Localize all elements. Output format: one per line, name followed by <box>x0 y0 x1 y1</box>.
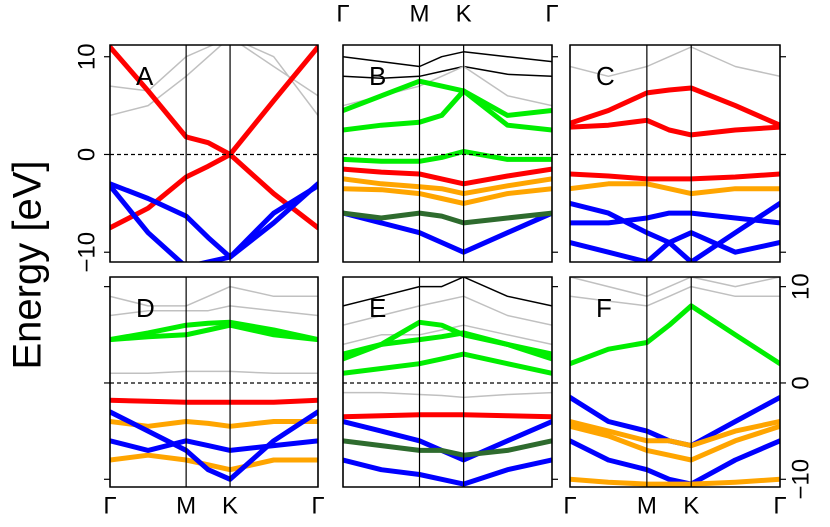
panel <box>343 277 552 487</box>
y-tick-label: −10 <box>73 232 100 273</box>
band-line <box>110 419 318 429</box>
band-line <box>110 183 318 262</box>
band-line <box>343 149 552 164</box>
band-line <box>343 351 552 376</box>
band-line <box>110 397 318 405</box>
band-line <box>343 78 552 118</box>
band-line <box>343 330 552 357</box>
panel <box>110 285 318 482</box>
panel-label: D <box>136 293 155 323</box>
band-line <box>343 391 552 399</box>
band-line <box>110 181 318 260</box>
panel <box>343 51 552 255</box>
band-line <box>343 210 552 255</box>
panel <box>110 45 318 262</box>
band-line <box>343 277 552 307</box>
band-line <box>570 85 780 128</box>
band-line <box>570 117 780 138</box>
band-line <box>110 322 318 343</box>
x-tick-label: Γ <box>563 492 576 519</box>
band-line <box>343 88 552 133</box>
band-line <box>570 210 780 226</box>
x-tick-label: Γ <box>311 492 324 519</box>
panel <box>570 46 780 262</box>
panel-frame <box>342 276 553 488</box>
band-line <box>343 210 552 226</box>
panel-frame <box>342 44 553 263</box>
band-line <box>110 409 318 482</box>
band-line <box>343 166 552 187</box>
band-line <box>570 438 780 487</box>
x-tick-label: Γ <box>545 0 558 27</box>
panel-label: B <box>369 61 386 91</box>
y-tick-label: 0 <box>787 376 814 389</box>
y-axis-label: Energy [eV] <box>6 160 50 369</box>
panel-frame <box>109 44 319 263</box>
panel-label: C <box>596 61 615 91</box>
band-line <box>570 181 780 197</box>
band-line <box>110 305 318 317</box>
x-tick-label: M <box>176 492 196 519</box>
panel-label: E <box>369 293 386 323</box>
band-line <box>570 230 780 262</box>
band-line <box>343 319 552 362</box>
band-line <box>570 171 780 182</box>
band-line <box>343 412 552 420</box>
band-line <box>570 285 780 307</box>
band-line <box>343 295 552 326</box>
x-tick-label: Γ <box>103 492 116 519</box>
band-line <box>110 319 318 343</box>
band-line <box>343 186 552 206</box>
y-tick-label: 10 <box>787 273 814 300</box>
band-line <box>570 277 780 298</box>
panel-label: F <box>596 293 612 323</box>
band-line <box>110 45 318 117</box>
panel-frame <box>569 44 781 263</box>
band-line <box>343 176 552 197</box>
y-tick-label: −10 <box>787 459 814 500</box>
band-line <box>343 457 552 487</box>
band-line <box>343 51 552 68</box>
x-tick-label: K <box>456 0 472 27</box>
x-tick-label: K <box>683 492 699 519</box>
panel-label: A <box>136 61 154 91</box>
band-line <box>110 45 318 231</box>
band-line <box>343 324 552 346</box>
band-line <box>110 370 318 375</box>
band-line <box>110 438 318 453</box>
band-line <box>343 438 552 458</box>
x-tick-label: Γ <box>336 0 349 27</box>
x-tick-label: M <box>410 0 430 27</box>
panel-frame <box>109 276 319 488</box>
band-line <box>570 419 780 449</box>
x-tick-label: M <box>637 492 657 519</box>
x-tick-label: K <box>222 492 238 519</box>
band-line <box>343 65 552 79</box>
band-line <box>570 303 780 367</box>
band-line <box>570 423 780 463</box>
y-tick-label: 0 <box>73 148 100 161</box>
band-line <box>110 452 318 473</box>
band-line <box>110 285 318 307</box>
panel <box>570 277 780 487</box>
y-tick-label: 10 <box>73 43 100 70</box>
band-line <box>110 45 318 231</box>
band-line <box>570 46 780 78</box>
x-tick-label: Γ <box>773 492 786 519</box>
band-line <box>570 476 780 487</box>
panel-frame <box>569 276 781 488</box>
